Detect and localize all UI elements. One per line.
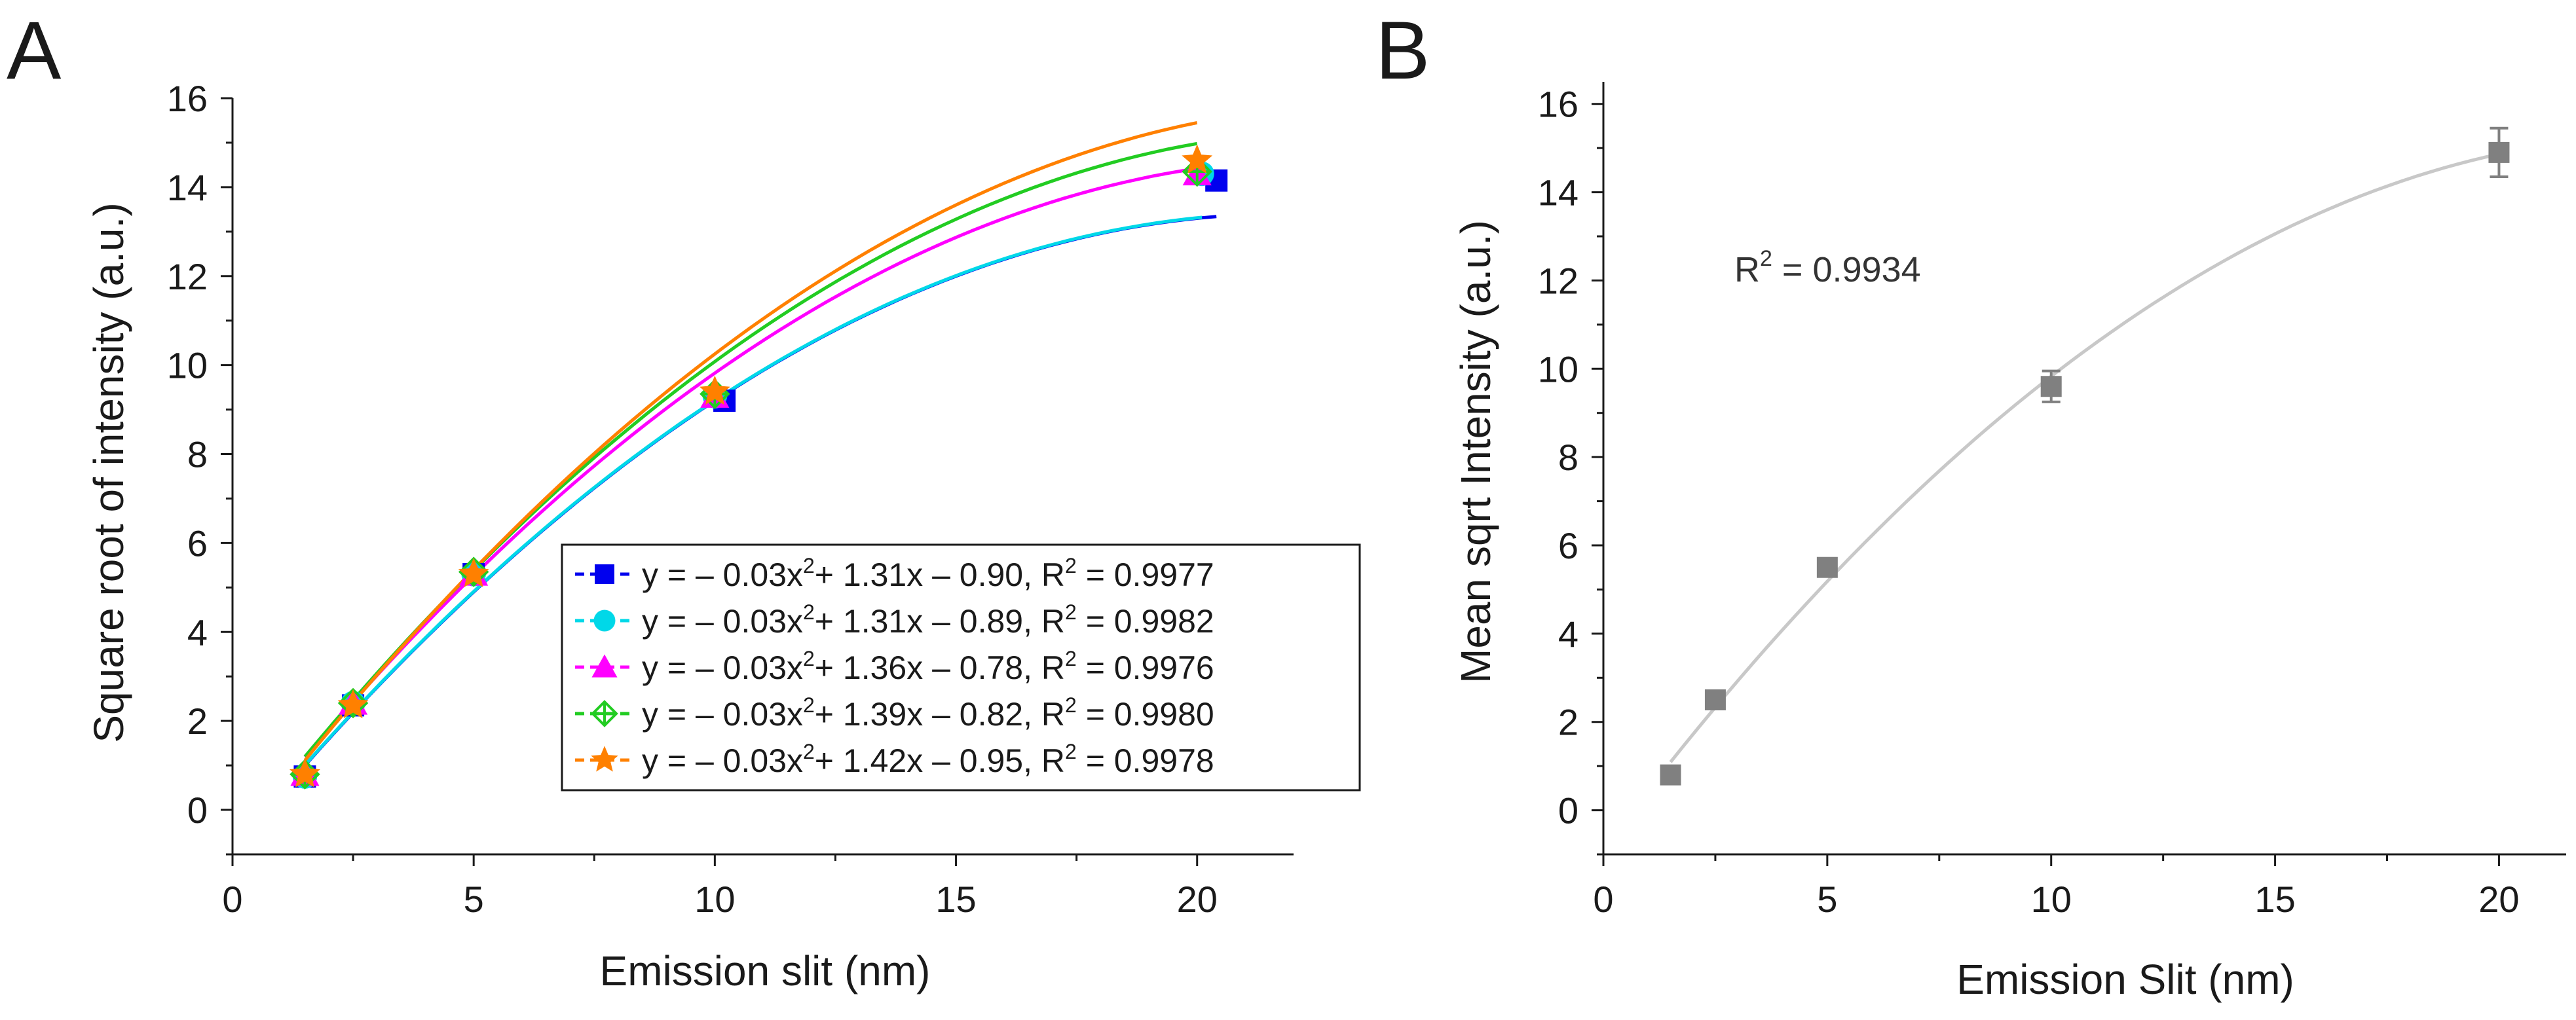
panel-a-legend: y = – 0.03x2+ 1.31x – 0.90, R2 = 0.9977 y… xyxy=(561,543,1361,792)
panel-b-y-tick-label: 14 xyxy=(1538,172,1578,213)
legend-entry-4: y = – 0.03x2+ 1.39x – 0.82, R2 = 0.9980 xyxy=(575,693,1214,733)
panel-a-data-points xyxy=(289,144,1228,790)
panel-b-x-tick-label: 10 xyxy=(2031,879,2072,920)
panel-a-y-tick-label: 2 xyxy=(187,701,208,742)
legend-label: y = – 0.03x2+ 1.31x – 0.89, R2 = 0.9982 xyxy=(642,600,1214,640)
panel-a-x-tick-label: 10 xyxy=(694,879,735,920)
legend-marker xyxy=(595,564,614,584)
panel-a-x-tick-label: 5 xyxy=(464,879,484,920)
data-point xyxy=(1816,556,1838,578)
fit-curve-series-5 xyxy=(303,120,1198,762)
panel-label-b: B xyxy=(1375,5,1430,96)
data-point xyxy=(2040,376,2062,397)
panel-b-r-squared-annotation: R2 = 0.9934 xyxy=(1734,246,1921,289)
panel-b-y-tick-label: 12 xyxy=(1538,260,1578,301)
panel-a-x-tick-label: 15 xyxy=(935,879,976,920)
legend-marker xyxy=(593,610,616,632)
panel-a-y-tick-label: 14 xyxy=(167,167,208,208)
legend-marker xyxy=(591,746,618,772)
panel-b-fit-curve xyxy=(1669,152,2499,763)
panel-label-a: A xyxy=(7,5,62,96)
panel-a-axes: 0 5 10 15 20 0 2 4 6 8 10 12 14 16 xyxy=(167,78,1294,920)
legend-entry-5: y = – 0.03x2+ 1.42x – 0.95, R2 = 0.9978 xyxy=(575,740,1214,779)
legend-label: y = – 0.03x2+ 1.39x – 0.82, R2 = 0.9980 xyxy=(642,693,1214,733)
legend-entry-2: y = – 0.03x2+ 1.31x – 0.89, R2 = 0.9982 xyxy=(575,600,1214,640)
fit-curve-series-2 xyxy=(303,215,1203,767)
legend-marker xyxy=(591,654,618,678)
panel-a-y-tick-label: 16 xyxy=(167,78,208,119)
panel-b-x-axis-title: Emission Slit (nm) xyxy=(1956,956,2294,1003)
r2-base: R xyxy=(1734,250,1760,289)
panel-a-y-tick-label: 6 xyxy=(187,522,208,564)
legend-marker xyxy=(591,700,618,727)
data-point xyxy=(1660,764,1681,786)
panel-b-y-tick-label: 16 xyxy=(1538,84,1578,125)
legend-label: y = – 0.03x2+ 1.36x – 0.78, R2 = 0.9976 xyxy=(642,647,1214,686)
panel-b-y-axis-title: Mean sqrt Intensity (a.u.) xyxy=(1452,220,1499,683)
panel-a-x-axis-title: Emission slit (nm) xyxy=(600,947,931,994)
panel-b-y-tick-label: 10 xyxy=(1538,348,1578,390)
panel-b-y-tick-label: 4 xyxy=(1558,613,1578,655)
data-point xyxy=(1704,689,1726,710)
panel-a-y-tick-label: 12 xyxy=(167,256,208,297)
panel-b-y-tick-label: 8 xyxy=(1558,437,1578,478)
panel-b-axes: 0 5 10 15 20 0 2 4 6 8 10 12 14 16 xyxy=(1538,82,2566,920)
data-point xyxy=(2488,141,2510,163)
data-point-series-5 xyxy=(699,375,730,405)
data-point-series-5 xyxy=(289,758,320,788)
panel-a-y-tick-label: 0 xyxy=(187,790,208,831)
panel-b-y-tick-label: 6 xyxy=(1558,525,1578,566)
panel-a-y-tick-label: 8 xyxy=(187,434,208,475)
panel-b-x-tick-label: 0 xyxy=(1593,879,1613,920)
data-point-series-5 xyxy=(458,558,489,587)
panel-b-x-tick-label: 5 xyxy=(1817,879,1837,920)
panel-a-fit-curves xyxy=(303,120,1217,767)
legend-label: y = – 0.03x2+ 1.42x – 0.95, R2 = 0.9978 xyxy=(642,740,1214,779)
legend-entry-1: y = – 0.03x2+ 1.31x – 0.90, R2 = 0.9977 xyxy=(575,554,1214,593)
panel-a: A 0 5 10 15 20 0 2 4 6 8 10 12 14 16 Emission slit (n… xyxy=(7,5,1361,994)
panel-b: B 0 5 10 15 20 0 2 4 6 8 10 12 14 16 Emission Slit (n… xyxy=(1375,5,2566,1003)
panel-b-y-tick-label: 2 xyxy=(1558,702,1578,743)
r2-value: = 0.9934 xyxy=(1772,250,1921,289)
legend-entry-3: y = – 0.03x2+ 1.36x – 0.78, R2 = 0.9976 xyxy=(575,647,1214,686)
legend-box xyxy=(561,543,1361,792)
panel-b-data-points xyxy=(1660,126,2510,786)
panel-a-y-tick-label: 4 xyxy=(187,611,208,653)
fit-curve xyxy=(1669,152,2499,763)
fit-curve-series-3 xyxy=(303,166,1198,758)
panel-b-x-tick-label: 15 xyxy=(2254,879,2295,920)
panel-b-x-tick-label: 20 xyxy=(2478,879,2519,920)
data-point-series-5 xyxy=(337,689,369,719)
panel-a-y-axis-title: Square root of intensity (a.u.) xyxy=(85,202,132,742)
panel-a-x-tick-label: 0 xyxy=(222,879,242,920)
panel-a-x-tick-label: 20 xyxy=(1177,879,1218,920)
r2-sup: 2 xyxy=(1760,246,1772,271)
data-point-series-5 xyxy=(1182,144,1213,174)
legend-label: y = – 0.03x2+ 1.31x – 0.90, R2 = 0.9977 xyxy=(642,554,1214,593)
panel-a-y-tick-label: 10 xyxy=(167,345,208,386)
panel-b-y-tick-label: 0 xyxy=(1558,790,1578,831)
